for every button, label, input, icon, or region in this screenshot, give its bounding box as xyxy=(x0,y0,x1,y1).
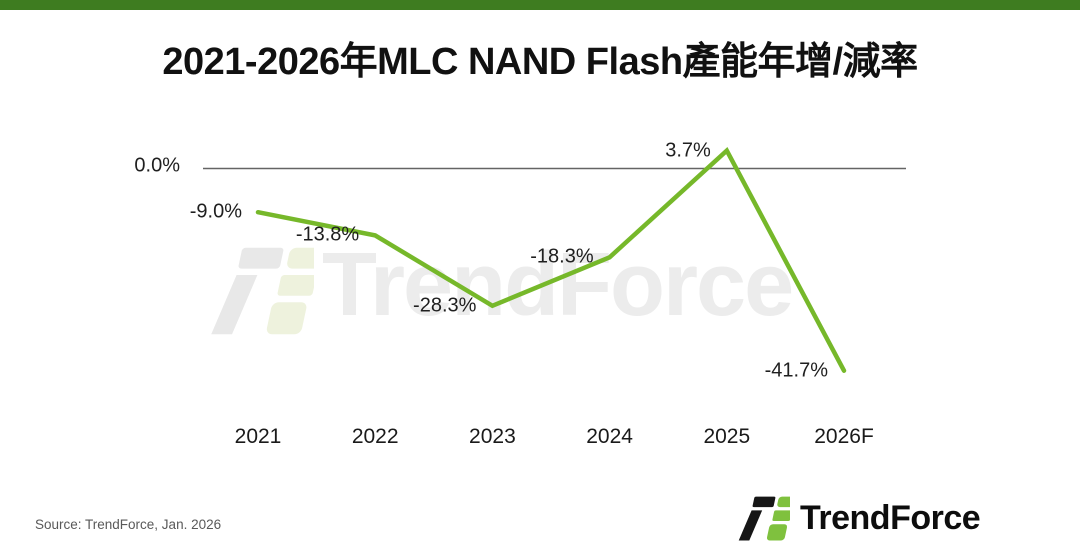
top-accent-bar xyxy=(0,0,1080,10)
chart-title: 2021-2026年MLC NAND Flash產能年增/減率 xyxy=(162,41,918,83)
source-note: Source: TrendForce, Jan. 2026 xyxy=(35,517,222,532)
x-axis-label-2026F: 2026F xyxy=(814,425,874,448)
x-axis-label-2023: 2023 xyxy=(469,425,516,448)
value-label-2021: -9.0% xyxy=(189,200,242,223)
x-axis-label-2024: 2024 xyxy=(586,425,633,448)
x-axis-label-2025: 2025 xyxy=(703,425,751,448)
series-line xyxy=(255,146,847,373)
value-label-2022: -13.8% xyxy=(295,223,360,246)
value-label-2026F: -41.7% xyxy=(764,359,828,382)
value-label-2023: -28.3% xyxy=(413,294,477,317)
value-label-2024: -18.3% xyxy=(530,245,594,268)
trendforce-logo-icon xyxy=(738,496,790,540)
trendforce-logo-text: TrendForce xyxy=(800,498,981,537)
trendforce-watermark-icon xyxy=(211,247,314,335)
x-axis-label-2022: 2022 xyxy=(351,425,399,448)
baseline-label: 0.0% xyxy=(134,154,180,177)
x-axis-label-2021: 2021 xyxy=(234,425,282,448)
trendforce-logo: TrendForce xyxy=(738,492,981,544)
watermark-text: TrendForce xyxy=(322,235,794,335)
value-label-2025: 3.7% xyxy=(665,139,711,162)
